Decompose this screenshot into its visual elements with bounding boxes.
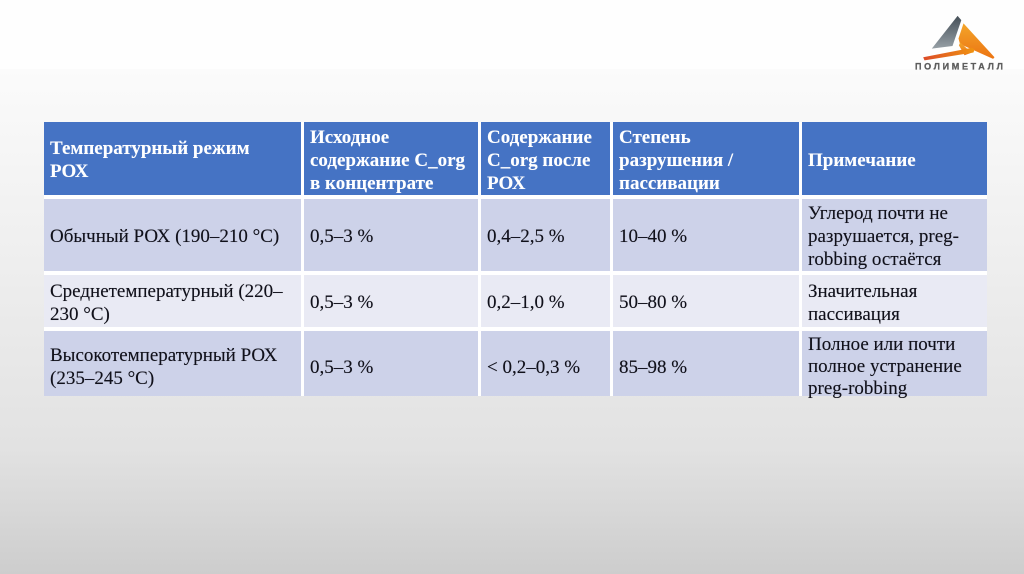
svg-text:ПОЛИМЕТАЛЛ: ПОЛИМЕТАЛЛ bbox=[915, 61, 1006, 71]
